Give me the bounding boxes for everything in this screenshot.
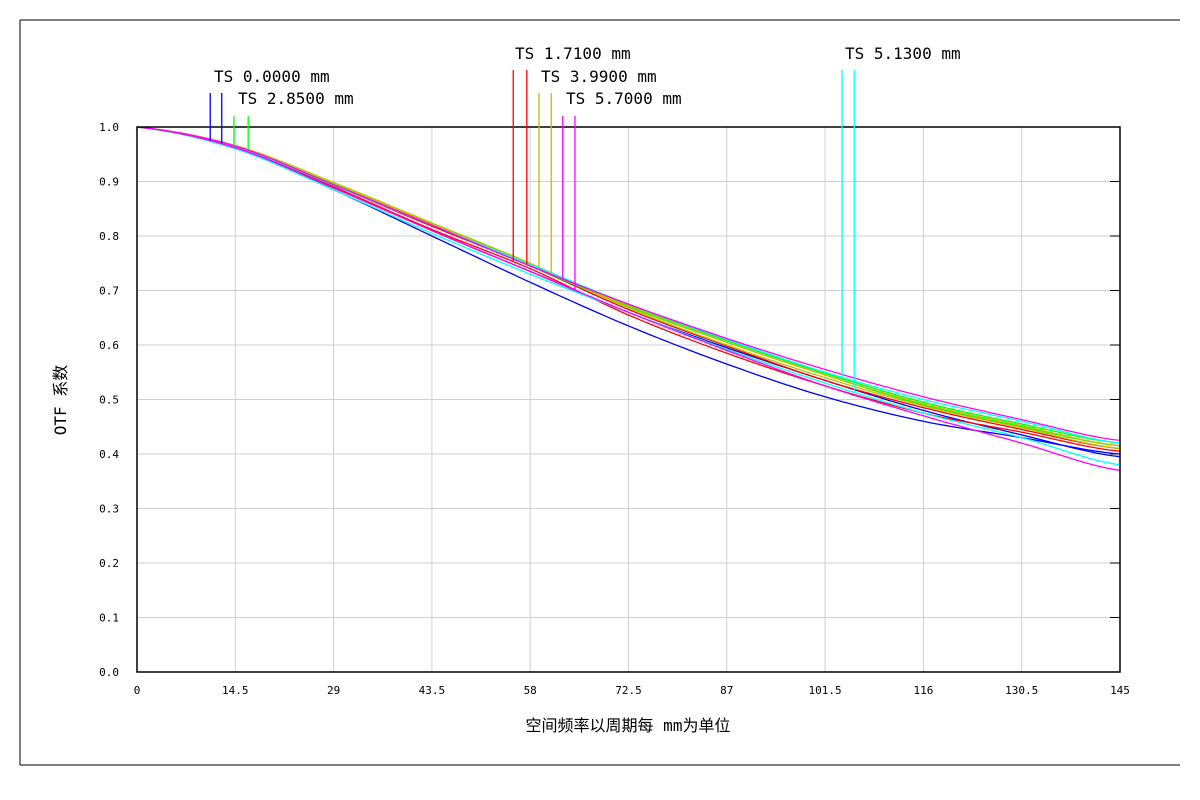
- y-tick-label: 0.0: [99, 666, 119, 679]
- legend-label: TS 0.0000 mm: [214, 67, 330, 86]
- series-line-tangential: [136, 126, 1121, 442]
- x-tick-label: 87: [720, 684, 733, 697]
- y-tick-label: 0.9: [99, 176, 119, 189]
- y-tick-label: 0.4: [99, 448, 119, 461]
- x-tick-label: 29: [327, 684, 340, 697]
- y-tick-label: 0.6: [99, 339, 119, 352]
- x-tick-label: 116: [913, 684, 933, 697]
- x-tick-label: 14.5: [222, 684, 249, 697]
- grid: [136, 126, 1121, 673]
- plot-area: [136, 126, 1121, 673]
- y-tick-label: 0.7: [99, 285, 119, 298]
- curves: [136, 126, 1121, 472]
- legend-label: TS 1.7100 mm: [515, 44, 631, 63]
- y-tick-label: 0.2: [99, 557, 119, 570]
- legend-label: TS 2.8500 mm: [238, 89, 354, 108]
- y-tick-label: 0.5: [99, 394, 119, 407]
- x-tick-label: 101.5: [809, 684, 842, 697]
- legend-label: TS 3.9900 mm: [541, 67, 657, 86]
- series-line-sagittal: [136, 126, 1121, 447]
- y-tick-label: 0.3: [99, 503, 119, 516]
- x-tick-label: 145: [1110, 684, 1130, 697]
- series-line-tangential: [136, 126, 1121, 452]
- y-axis-label: OTF 系数: [51, 365, 70, 436]
- x-tick-label: 130.5: [1005, 684, 1038, 697]
- y-tick-label: 0.1: [99, 612, 119, 625]
- series-line-sagittal: [136, 126, 1121, 472]
- x-tick-label: 0: [134, 684, 141, 697]
- x-axis-label: 空间频率以周期每 mm为单位: [526, 716, 731, 735]
- legend-label: TS 5.1300 mm: [845, 44, 961, 63]
- legend: TS 0.0000 mm TS 1.7100 mm TS 2.8500 mm TS 3…: [209, 44, 961, 393]
- legend-label: TS 5.7000 mm: [566, 89, 682, 108]
- x-tick-label: 43.5: [419, 684, 446, 697]
- ticks: 0 14.5 29 43.5 58 72.5 87 101.5 116 130.5 145 0.0 0.…: [99, 121, 1130, 697]
- x-tick-label: 58: [524, 684, 537, 697]
- x-tick-label: 72.5: [615, 684, 642, 697]
- y-tick-label: 0.8: [99, 230, 119, 243]
- y-tick-label: 1.0: [99, 121, 119, 134]
